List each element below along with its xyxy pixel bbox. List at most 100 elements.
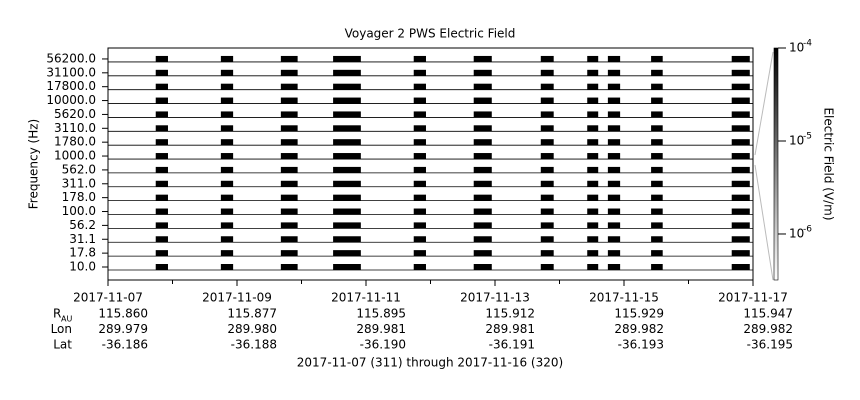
observation-segment xyxy=(731,166,750,173)
observation-segment xyxy=(280,222,298,229)
observation-segment xyxy=(731,139,750,146)
observation-segment xyxy=(607,153,621,160)
observation-segment xyxy=(540,264,554,270)
ephemeris-value: 289.981 xyxy=(356,322,406,336)
x-tick-label: 2017-11-15 xyxy=(589,291,659,305)
observation-segment xyxy=(155,111,168,118)
y-tick-label: 178.0 xyxy=(62,190,96,204)
observation-segment xyxy=(333,250,361,257)
observation-segment xyxy=(473,166,492,173)
observation-segment xyxy=(333,139,361,146)
colorbar-connector xyxy=(754,51,774,156)
observation-segment xyxy=(651,97,663,104)
caption: 2017-11-07 (311) through 2017-11-16 (320… xyxy=(297,356,563,370)
observation-segment xyxy=(731,125,750,132)
observation-segment xyxy=(280,83,298,90)
observation-segment xyxy=(651,83,663,90)
observation-segment xyxy=(155,194,168,201)
observation-segment xyxy=(155,69,168,76)
observation-segment xyxy=(220,139,234,146)
ephemeris-value: -36.188 xyxy=(231,338,277,352)
y2-axis-label: Electric Field (V/m) xyxy=(822,107,836,220)
observation-segment xyxy=(651,180,663,187)
y-tick-label: 10.0 xyxy=(69,260,96,274)
y2-tick-label: 10 xyxy=(789,41,804,55)
observation-segment xyxy=(413,55,426,62)
colorbar-connector xyxy=(754,164,774,281)
observation-segment xyxy=(540,250,554,257)
observation-segment xyxy=(731,111,750,118)
observation-segment xyxy=(540,222,554,229)
observation-segment xyxy=(587,222,599,229)
observation-segment xyxy=(155,208,168,215)
observation-segment xyxy=(731,264,750,270)
observation-segment xyxy=(607,97,621,104)
observation-segment xyxy=(280,139,298,146)
observation-segment xyxy=(731,69,750,76)
ephemeris-value: 115.877 xyxy=(227,307,277,321)
observation-segment xyxy=(220,194,234,201)
observation-segment xyxy=(220,250,234,257)
y-tick-label: 1000.0 xyxy=(54,149,96,163)
observation-segment xyxy=(540,69,554,76)
y-tick-label: 5620.0 xyxy=(54,107,96,121)
observation-segment xyxy=(280,111,298,118)
ephemeris-value: -36.191 xyxy=(489,338,535,352)
observation-segment xyxy=(155,222,168,229)
observation-segment xyxy=(333,264,361,270)
observation-segment xyxy=(220,83,234,90)
observation-segment xyxy=(587,208,599,215)
ephemeris-value: 115.929 xyxy=(614,307,664,321)
observation-segment xyxy=(220,97,234,104)
observation-segment xyxy=(413,69,426,76)
observation-segment xyxy=(333,97,361,104)
observation-segment xyxy=(220,208,234,215)
observation-segment xyxy=(220,180,234,187)
observation-segment xyxy=(413,125,426,132)
observation-segment xyxy=(540,139,554,146)
observation-segment xyxy=(155,139,168,146)
observation-segment xyxy=(280,125,298,132)
observation-segment xyxy=(280,250,298,257)
observation-segment xyxy=(155,166,168,173)
y-tick-label: 31100.0 xyxy=(46,65,96,79)
observation-segment xyxy=(473,236,492,243)
ephemeris-value: 115.860 xyxy=(98,307,148,321)
observation-segment xyxy=(607,250,621,257)
y-tick-label: 1780.0 xyxy=(54,135,96,149)
observation-segment xyxy=(587,139,599,146)
observation-segment xyxy=(333,153,361,160)
observation-segment xyxy=(587,69,599,76)
observation-segment xyxy=(587,153,599,160)
y2-tick-exponent: -6 xyxy=(803,224,812,234)
observation-segment xyxy=(607,264,621,270)
observation-segment xyxy=(220,111,234,118)
ephemeris-label: Lon xyxy=(51,322,72,336)
x-tick-label: 2017-11-09 xyxy=(202,291,272,305)
observation-segment xyxy=(333,69,361,76)
observation-segment xyxy=(540,236,554,243)
observation-segment xyxy=(413,166,426,173)
chart-title: Voyager 2 PWS Electric Field xyxy=(345,27,516,41)
observation-segment xyxy=(651,111,663,118)
y-tick-label: 56200.0 xyxy=(46,51,96,65)
y2-tick-label: 10 xyxy=(789,226,804,240)
x-tick-label: 2017-11-17 xyxy=(718,291,788,305)
observation-segment xyxy=(540,180,554,187)
observation-segment xyxy=(540,208,554,215)
observation-segment xyxy=(333,166,361,173)
observation-segment xyxy=(607,180,621,187)
observation-segment xyxy=(333,194,361,201)
observation-segment xyxy=(540,111,554,118)
y-tick-label: 311.0 xyxy=(62,176,96,190)
observation-segment xyxy=(607,125,621,132)
ephemeris-value: 289.982 xyxy=(614,322,664,336)
y-tick-label: 562.0 xyxy=(62,162,96,176)
observation-segment xyxy=(280,180,298,187)
x-tick-label: 2017-11-07 xyxy=(73,291,143,305)
observation-segment xyxy=(651,139,663,146)
y2-tick-exponent: -4 xyxy=(803,39,812,49)
observation-segment xyxy=(220,153,234,160)
observation-segment xyxy=(155,250,168,257)
observation-segment xyxy=(473,250,492,257)
